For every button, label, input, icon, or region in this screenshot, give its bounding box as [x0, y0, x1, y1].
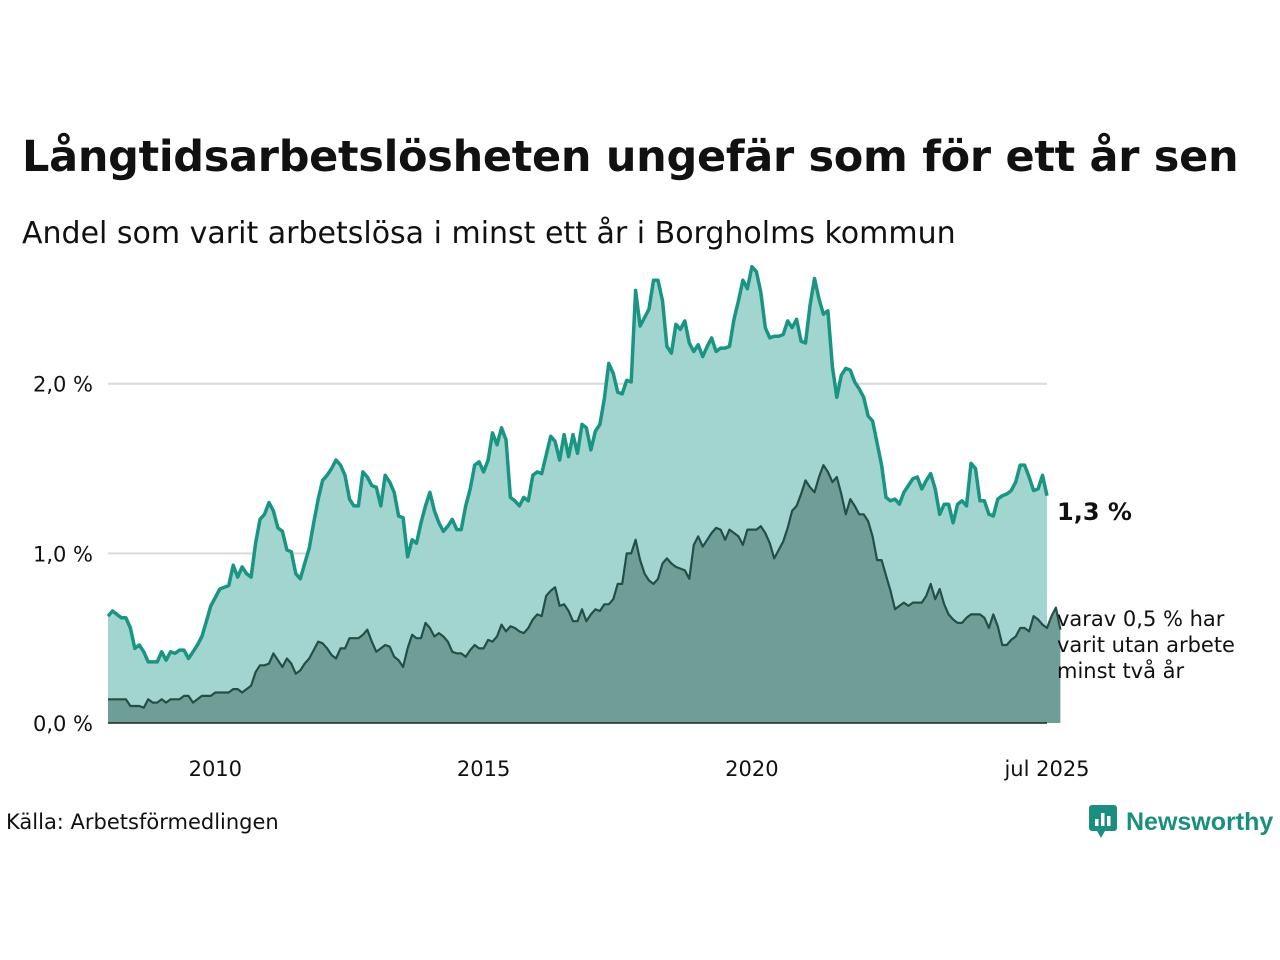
x-tick-label: 2020 — [725, 757, 778, 781]
series-long-term-line — [106, 264, 1049, 664]
x-tick-label: jul 2025 — [1003, 757, 1089, 781]
newsworthy-logo-icon — [1089, 805, 1117, 838]
annotation-line: varav 0,5 % har — [1057, 607, 1225, 631]
y-tick-label: 1,0 % — [33, 542, 93, 566]
y-tick-label: 0,0 % — [33, 712, 93, 736]
chart-title: Långtidsarbetslösheten ungefär som för e… — [22, 132, 1239, 182]
brand-name: Newsworthy — [1126, 807, 1274, 836]
brand-logo: Newsworthy — [1088, 804, 1273, 840]
annotation-line: varit utan arbete — [1057, 633, 1235, 657]
source-note: Källa: Arbetsförmedlingen — [6, 810, 279, 834]
x-tick-label: 2015 — [457, 757, 510, 781]
end-value-label: 1,3 % — [1057, 498, 1132, 526]
annotation-line: minst två år — [1057, 658, 1185, 683]
series-two-year-line — [108, 464, 1062, 709]
series-two-year-area — [108, 465, 1061, 723]
chart-subtitle: Andel som varit arbetslösa i minst ett å… — [22, 216, 956, 251]
y-tick-label: 2,0 % — [33, 373, 93, 397]
x-tick-label: 2010 — [189, 757, 242, 781]
